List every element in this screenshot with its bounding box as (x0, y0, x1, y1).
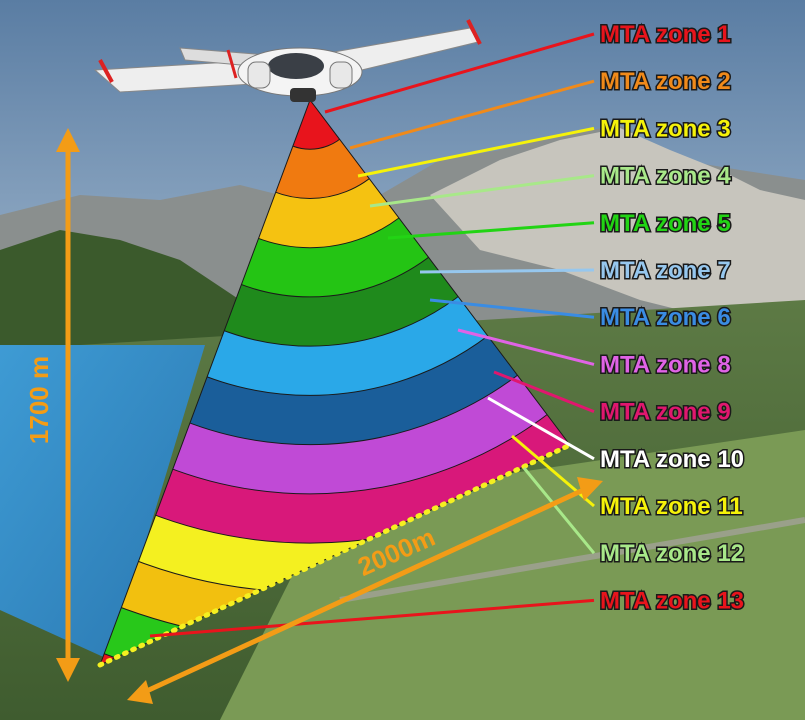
leader-line-9 (493, 370, 595, 413)
zone-label: MTA zone 1 (600, 21, 731, 48)
zone-label: MTA zone 12 (600, 540, 744, 567)
zone-label: MTA zone 8 (600, 351, 731, 378)
height-dimension (56, 128, 80, 682)
leader-line-13 (149, 598, 595, 638)
leader-line-4 (369, 174, 595, 208)
leader-line-6 (419, 268, 595, 274)
leader-line-12 (522, 467, 596, 555)
zone-label: MTA zone 6 (600, 304, 731, 331)
valley-road (339, 517, 805, 603)
zone-label: MTA zone 9 (600, 399, 731, 426)
height-label: 1700 m (24, 356, 54, 444)
leader-line-5 (387, 221, 595, 240)
zone-label: MTA zone 11 (600, 493, 743, 520)
width-arrow-head-left (127, 680, 153, 704)
zone-label: MTA zone 2 (600, 68, 731, 95)
width-dimension (127, 477, 603, 704)
zone-label: MTA zone 7 (600, 257, 731, 284)
leader-line-8 (457, 328, 595, 366)
height-arrow-head-bottom (56, 658, 80, 682)
zone-label: MTA zone 4 (600, 163, 731, 190)
leader-line-7 (429, 298, 595, 319)
rock-face (430, 128, 805, 330)
zone-label: MTA zone 10 (600, 446, 744, 473)
aircraft-icon (93, 19, 482, 102)
zone-label: MTA zone 13 (600, 587, 744, 614)
leader-lines (149, 32, 596, 638)
leader-line-2 (349, 79, 595, 150)
leader-line-11 (511, 434, 595, 508)
width-arrow-head-right (577, 477, 603, 501)
leader-line-1 (324, 32, 595, 114)
height-arrow-head-top (56, 128, 80, 152)
zone-labels: MTA zone 1 MTA zone 2 MTA zone 3 MTA zone 4… (599, 20, 746, 616)
width-arrow-shaft (136, 483, 594, 698)
zone-label: MTA zone 5 (600, 210, 731, 237)
ground-footprint-line (97, 442, 573, 668)
leader-line-10 (487, 396, 595, 461)
lake (0, 345, 205, 660)
zone-label: MTA zone 3 (600, 115, 731, 142)
leader-line-3 (357, 126, 595, 178)
